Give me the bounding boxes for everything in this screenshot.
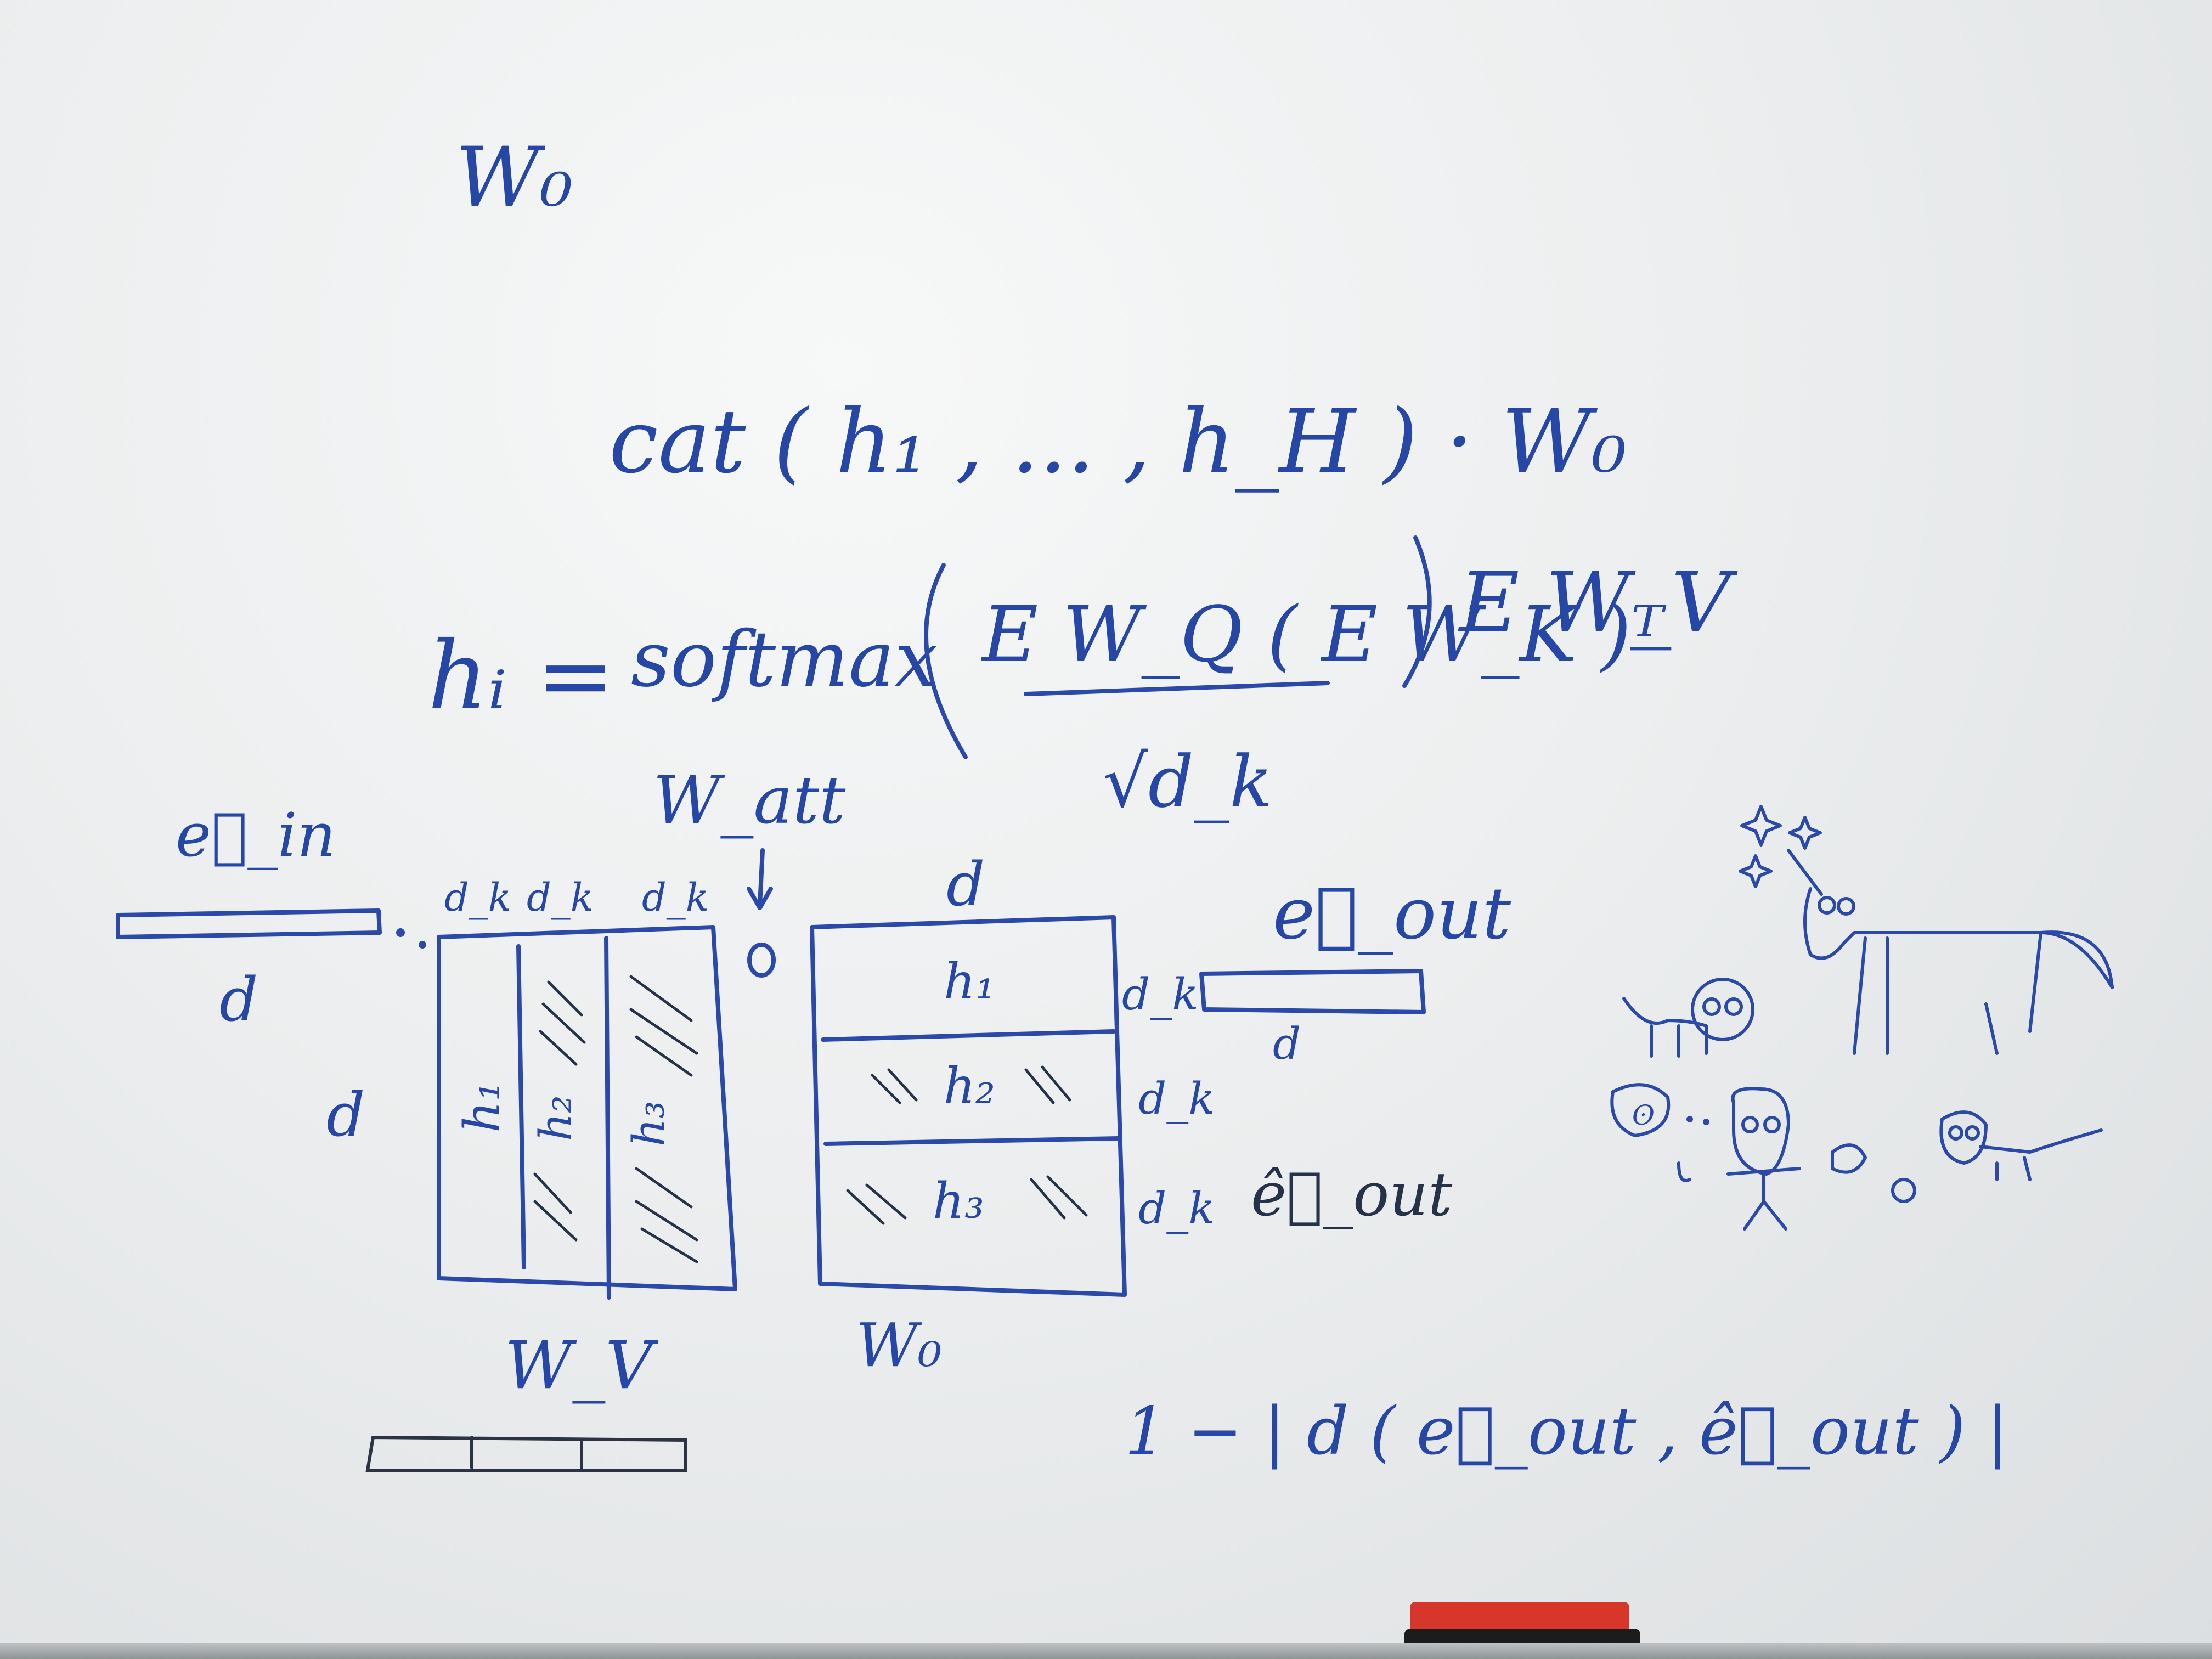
cat-icon: [1891, 1110, 2103, 1203]
softmax-label: softmax: [631, 615, 938, 704]
watt-divider-2: [604, 936, 611, 1300]
watt-matrix: [437, 925, 737, 1291]
dk-row-label-3: d_k: [1138, 1183, 1215, 1234]
unicorn-icon: [1787, 849, 2114, 1055]
dog-icon: [1622, 978, 1754, 1058]
w-att-label: W_att: [653, 763, 846, 839]
watt-rows-label: d: [326, 1080, 365, 1150]
e-in-dim-label: d: [219, 964, 258, 1035]
w0-cols-label: d: [946, 849, 985, 919]
e-out-vector: [1199, 969, 1426, 1014]
e-in-label: e⃗_in: [176, 800, 336, 870]
e-in-vector: [116, 909, 382, 939]
w0-row-divider-2: [823, 1136, 1121, 1146]
watt-hatching: [533, 975, 698, 1263]
watt-divider-1: [516, 944, 526, 1269]
w-att-arrow: [747, 848, 773, 910]
fraction-bar: [1024, 681, 1330, 696]
operator-circle: [747, 943, 776, 978]
loss-formula: 1 − | d ( e⃗_out , ê⃗_out ) |: [1125, 1393, 2008, 1470]
dk-col-label-3: d_k: [642, 875, 709, 920]
dot-operator: [396, 928, 405, 937]
watt-head-2: h₂: [530, 1095, 581, 1141]
wv-label: W_V: [505, 1328, 658, 1404]
dk-col-label-1: d_k: [444, 875, 511, 920]
softmax-open-paren: [924, 563, 968, 759]
w0-title: W₀: [455, 130, 573, 225]
w0-matrix: [810, 915, 1127, 1297]
dk-row-label-2: d_k: [1138, 1073, 1215, 1124]
e-out-dim-label: d: [1273, 1018, 1301, 1069]
small-vector-sketch: [365, 1435, 687, 1472]
watt-head-3: h₃: [623, 1101, 674, 1147]
sparkles-icon: [1739, 805, 1822, 888]
w0-head-2: h₂: [944, 1057, 995, 1115]
concat-formula: cat ( h₁ , ... , h_H ) · W₀: [609, 390, 1627, 493]
e-out-label: e⃗_out: [1273, 872, 1511, 955]
w0-hatching: [846, 1065, 1088, 1225]
softmax-close-paren: [1402, 535, 1432, 688]
e-out-hat-label: ê⃗_out: [1251, 1159, 1453, 1229]
girl-icon: ʘ: [1610, 1083, 1867, 1231]
attention-denominator: √d_k: [1103, 740, 1273, 823]
dk-row-label-1: d_k: [1122, 969, 1199, 1020]
red-marker-icon: [1410, 1602, 1629, 1638]
watt-head-1: h₁: [454, 1081, 511, 1133]
w0-head-1: h₁: [944, 953, 995, 1011]
dk-col-label-2: d_k: [527, 875, 594, 920]
w0-matrix-label: W₀: [856, 1310, 942, 1380]
marker-tray: [0, 1643, 2212, 1659]
svg-text:ʘ: ʘ: [1632, 1099, 1655, 1131]
w0-row-divider-1: [821, 1029, 1116, 1042]
head-lhs: hᵢ =: [428, 622, 614, 730]
dot-operator-2: [419, 941, 426, 949]
w0-head-3: h₃: [933, 1172, 984, 1230]
attention-numerator: E W_Q ( E W_K )ᵀ: [980, 590, 1667, 680]
value-term: E W_V: [1458, 555, 1738, 651]
